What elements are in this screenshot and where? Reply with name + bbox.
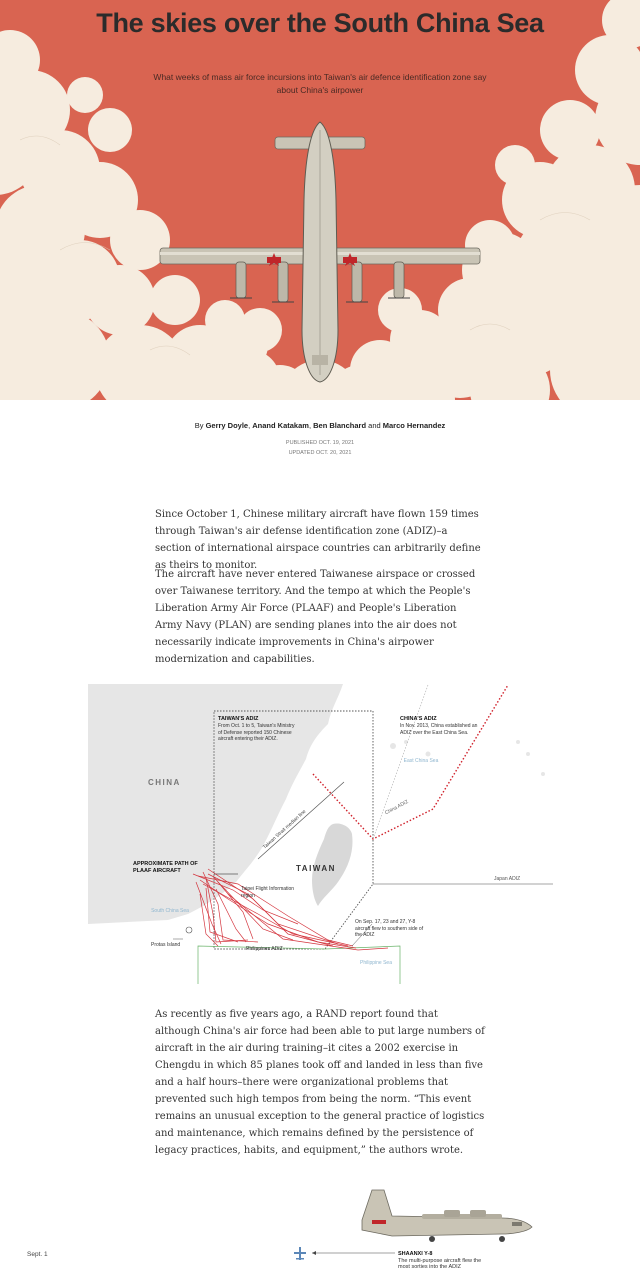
japan-adiz-label: Japan ADIZ bbox=[494, 876, 521, 882]
aircraft-description: The multi-purpose aircraft flew the most… bbox=[398, 1257, 482, 1271]
byline-separator: , bbox=[308, 421, 314, 430]
byline-separator: , bbox=[248, 421, 253, 430]
map-graphic bbox=[88, 684, 553, 984]
east-china-sea-label: East China Sea bbox=[403, 758, 439, 764]
aircraft-name: SHAANXI Y-8 bbox=[398, 1251, 433, 1257]
hero-banner: The skies over the South China Sea What … bbox=[0, 0, 640, 400]
cloud-illustration bbox=[0, 0, 640, 400]
byline: By Gerry Doyle, Anand Katakam, Ben Blanc… bbox=[0, 421, 640, 430]
philippine-sea-label: Philippine Sea bbox=[360, 960, 392, 966]
body-paragraph: The aircraft have never entered Taiwanes… bbox=[155, 569, 476, 665]
y8-note: On Sep. 17, 23 and 27, Y-8 aircraft flew… bbox=[355, 919, 424, 938]
china-label: CHINA bbox=[148, 778, 181, 787]
protas-island-label: Protas Island bbox=[151, 942, 181, 948]
aircraft-label: SHAANXI Y-8 The multi-purpose aircraft f… bbox=[398, 1251, 488, 1271]
byline-separator: and bbox=[366, 421, 383, 430]
author-link[interactable]: Gerry Doyle bbox=[205, 421, 249, 430]
philippines-adiz-label: Philippines ADIZ bbox=[246, 946, 283, 952]
y8-aircraft-icon bbox=[159, 121, 481, 383]
china-adiz-title: CHINA'S ADIZ bbox=[400, 716, 437, 722]
y8-side-icon bbox=[361, 1189, 533, 1242]
small-plane-icon bbox=[294, 1247, 306, 1260]
author-link[interactable]: Marco Hernandez bbox=[382, 421, 446, 430]
taiwan-adiz-text: From Oct. 1 to 5, Taiwan's Ministry of D… bbox=[218, 723, 295, 742]
published-date: PUBLISHED OCT. 19, 2021 bbox=[285, 440, 355, 446]
timeline-track bbox=[294, 1247, 395, 1260]
taiwan-label: TAIWAN bbox=[296, 864, 336, 873]
body-paragraph: Since October 1, Chinese military aircra… bbox=[155, 509, 481, 571]
timeline-date: Sept. 1 bbox=[27, 1251, 48, 1258]
china-adiz-text: In Nov. 2013, China established an ADIZ … bbox=[400, 723, 478, 736]
south-china-sea-label: South China Sea bbox=[151, 908, 189, 914]
page-subtitle: What weeks of mass air force incursions … bbox=[153, 72, 487, 95]
taipei-fir-label: Taipei Flight Information region bbox=[241, 886, 295, 899]
page-title: The skies over the South China Sea bbox=[96, 8, 544, 38]
taiwan-adiz-title: TAIWAN'S ADIZ bbox=[218, 716, 259, 722]
plaaf-path-title: APPROXIMATE PATH OF PLAAF AIRCRAFT bbox=[133, 861, 198, 874]
adiz-map: TAIWAN'S ADIZ From Oct. 1 to 5, Taiwan's… bbox=[88, 684, 558, 984]
author-link[interactable]: Anand Katakam bbox=[252, 421, 309, 430]
body-paragraph: As recently as five years ago, a RAND re… bbox=[155, 1009, 485, 1156]
updated-date: UPDATED OCT. 20, 2021 bbox=[288, 450, 352, 456]
byline-prefix: By bbox=[194, 421, 204, 430]
publish-dates: PUBLISHED OCT. 19, 2021 UPDATED OCT. 20,… bbox=[0, 438, 640, 458]
author-link[interactable]: Ben Blanchard bbox=[313, 421, 367, 430]
